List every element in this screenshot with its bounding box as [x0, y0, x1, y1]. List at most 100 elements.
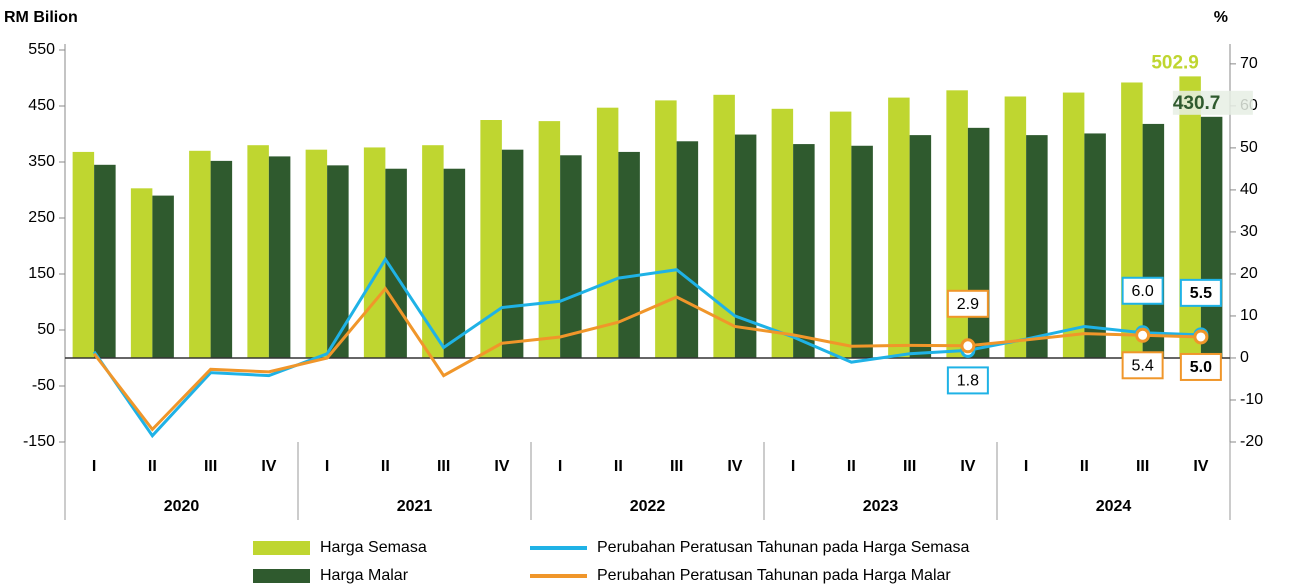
x-tick-label: III	[903, 458, 916, 475]
y2-tick-label: 30	[1240, 223, 1258, 240]
label-box	[1121, 276, 1164, 305]
x-tick-label: I	[325, 458, 329, 475]
legend-label: Harga Malar	[320, 567, 409, 584]
bar	[443, 168, 466, 358]
line-marker	[1193, 329, 1209, 345]
bar	[888, 97, 910, 358]
bar	[501, 149, 524, 358]
y-tick-label: 150	[28, 265, 55, 282]
bar	[676, 141, 699, 358]
line-value-label: 5.4	[1132, 358, 1154, 375]
bar	[210, 160, 233, 358]
line-marker	[1135, 327, 1151, 343]
bar	[152, 195, 174, 358]
bar	[1062, 92, 1085, 358]
x-group-label: 2023	[863, 498, 899, 515]
x-tick-label: I	[92, 458, 96, 475]
label-box	[1179, 278, 1222, 307]
line-marker	[960, 338, 976, 354]
bar	[829, 111, 852, 358]
bar	[596, 107, 619, 359]
bar	[1179, 76, 1201, 358]
y2-tick-label: 40	[1240, 181, 1258, 198]
x-tick-label: III	[670, 458, 683, 475]
y-tick-label: -50	[32, 377, 55, 394]
x-tick-label: I	[1024, 458, 1028, 475]
label-box	[946, 366, 989, 395]
x-tick-label: II	[847, 458, 856, 475]
label-bg	[1172, 90, 1253, 115]
bar	[72, 151, 95, 358]
bar	[305, 149, 328, 358]
y-tick-label: 450	[28, 97, 55, 114]
line-value-label: 6.0	[1132, 283, 1154, 300]
bar	[268, 156, 291, 358]
bar	[1142, 123, 1165, 358]
bar	[713, 94, 735, 359]
bar	[851, 145, 873, 358]
x-group-label: 2021	[397, 498, 433, 515]
bar	[560, 155, 582, 358]
bar	[946, 90, 968, 358]
x-tick-label: I	[558, 458, 562, 475]
x-tick-label: IV	[960, 458, 975, 475]
bar	[327, 165, 349, 358]
y2-tick-label: 0	[1240, 349, 1249, 366]
bar	[793, 144, 815, 358]
bar	[734, 134, 757, 358]
y2-tick-label: -20	[1240, 433, 1263, 450]
y-axis-title: RM Bilion	[4, 9, 78, 26]
y2-tick-label: 70	[1240, 55, 1258, 72]
bar	[1004, 96, 1027, 358]
y-tick-label: 50	[37, 321, 55, 338]
y2-tick-label: 50	[1240, 139, 1258, 156]
y2-tick-label: -10	[1240, 391, 1263, 408]
legend-label: Perubahan Peratusan Tahunan pada Harga S…	[597, 539, 970, 556]
x-tick-label: III	[437, 458, 450, 475]
bar-value-label: 502.9	[1151, 52, 1199, 73]
y-tick-label: 250	[28, 209, 55, 226]
bar	[480, 120, 502, 358]
bar	[247, 145, 269, 358]
x-group-label: 2020	[164, 498, 200, 515]
bar	[1121, 82, 1143, 358]
x-tick-label: IV	[1193, 458, 1208, 475]
y-tick-label: 550	[28, 41, 55, 58]
x-tick-label: II	[614, 458, 623, 475]
bar	[422, 145, 444, 358]
bar	[1200, 116, 1223, 358]
label-box	[1121, 351, 1164, 380]
bar	[909, 135, 932, 358]
bar	[130, 188, 153, 358]
x-tick-label: IV	[261, 458, 276, 475]
bar	[771, 108, 794, 358]
bar	[618, 151, 640, 358]
x-tick-label: II	[148, 458, 157, 475]
legend-swatch	[253, 541, 310, 555]
bar	[189, 150, 211, 358]
y2-axis-title: %	[1214, 9, 1228, 26]
line-value-label: 5.5	[1190, 285, 1212, 302]
bar-value-label: 430.7	[1173, 93, 1221, 114]
line-value-label: 5.0	[1190, 359, 1212, 376]
line-value-label: 1.8	[957, 373, 979, 390]
x-tick-label: III	[204, 458, 217, 475]
bar	[655, 100, 677, 359]
label-box	[946, 289, 989, 318]
line	[92, 286, 1201, 432]
y-tick-label: 350	[28, 153, 55, 170]
bar	[363, 147, 386, 358]
y-tick-label: -150	[23, 433, 55, 450]
x-tick-label: I	[791, 458, 795, 475]
x-tick-label: II	[1080, 458, 1089, 475]
label-box	[1179, 352, 1222, 381]
bar	[538, 121, 561, 359]
y2-tick-label: 20	[1240, 265, 1258, 282]
x-tick-label: IV	[727, 458, 742, 475]
x-group-label: 2022	[630, 498, 666, 515]
x-tick-label: IV	[494, 458, 509, 475]
legend-swatch	[253, 569, 310, 583]
line-value-label: 2.9	[957, 296, 979, 313]
x-group-label: 2024	[1096, 498, 1132, 515]
